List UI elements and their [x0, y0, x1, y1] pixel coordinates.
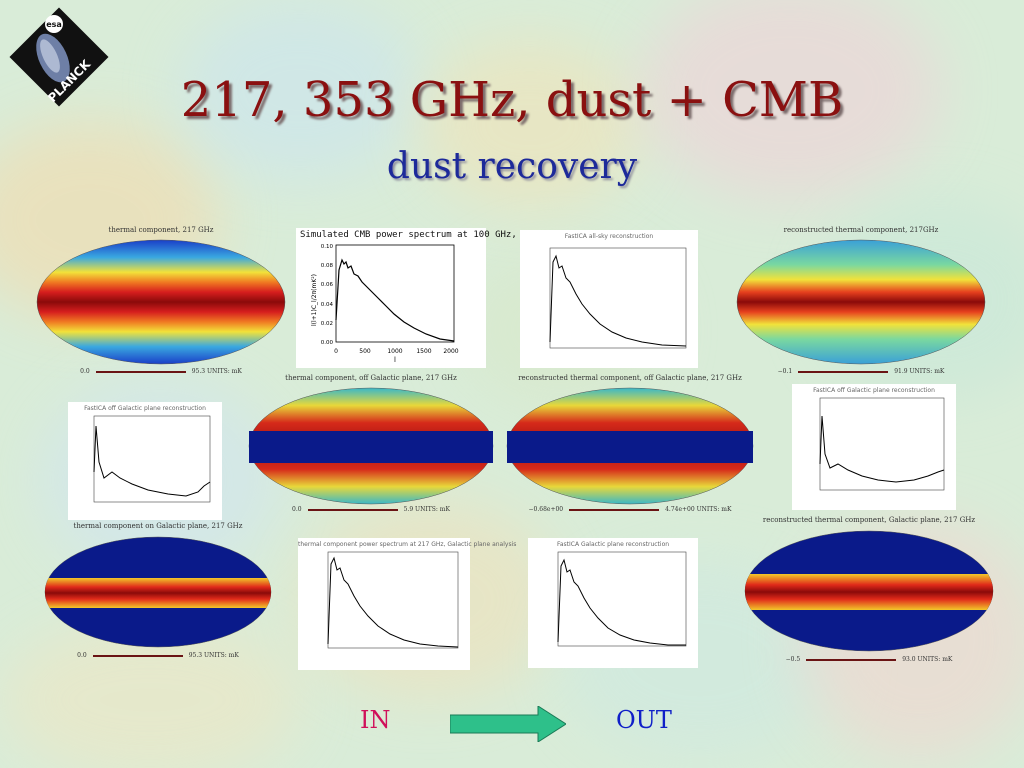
map-out-galactic-plane: reconstructed thermal component, Galacti… [742, 516, 996, 666]
plot-title: FastICA Galactic plane reconstruction [556, 541, 670, 548]
map-out-full-sky: reconstructed thermal component, 217GHz … [734, 226, 988, 378]
arrow-right-icon [450, 706, 566, 742]
svg-text:1000: 1000 [387, 348, 402, 355]
map-in-off-plane: thermal component, off Galactic plane, 2… [246, 374, 496, 514]
svg-text:1500: 1500 [416, 348, 431, 355]
svg-text:l: l [394, 356, 396, 364]
mollweide-map [506, 387, 754, 505]
plot-plane-in: thermal component power spectrum at 217 … [298, 538, 517, 670]
planck-logo: esa PLANCK [9, 7, 109, 107]
svg-text:0.08: 0.08 [321, 263, 334, 269]
map-scale: −0.1 91.9 UNITS: mK [777, 368, 945, 375]
svg-text:l(l+1)C_l/2π(mK²): l(l+1)C_l/2π(mK²) [311, 274, 318, 326]
spectrum-chart [93, 415, 211, 503]
spectrum-chart [819, 397, 945, 491]
map-scale: −0.68e+00 4.74e+00 UNITS: mK [528, 506, 732, 513]
spectrum-chart [327, 551, 459, 649]
plot-fastica-all-sky: FastICA all-sky reconstruction [520, 230, 698, 368]
map-in-full-sky: thermal component, 217 GHz 0.0 95.3 UNITS… [34, 226, 288, 378]
svg-text:500: 500 [359, 348, 371, 355]
mollweide-map [36, 239, 286, 365]
map-in-galactic-plane: thermal component on Galactic plane, 217… [42, 522, 274, 662]
map-scale: 0.0 5.9 UNITS: mK [292, 506, 450, 513]
slide-title: 217, 353 GHz, dust + CMB [180, 72, 844, 128]
spectrum-chart: l(l+1)C_l/2π(mK²) l 0 500 1000 1500 2000… [311, 244, 459, 364]
svg-text:2000: 2000 [443, 348, 458, 355]
legend-out-label: OUT [616, 706, 672, 734]
plot-off-plane-in: FastICA off Galactic plane reconstructio… [68, 402, 222, 520]
map-caption: thermal component, 217 GHz [108, 226, 214, 234]
mollweide-map [248, 387, 494, 505]
plot-plane-out: FastICA Galactic plane reconstruction [528, 538, 698, 668]
svg-text:0.06: 0.06 [321, 282, 334, 288]
map-scale: −0.5 93.0 UNITS: mK [785, 656, 953, 663]
svg-text:0.02: 0.02 [321, 321, 333, 327]
map-out-off-plane: reconstructed thermal component, off Gal… [504, 374, 756, 514]
map-caption: reconstructed thermal component, 217GHz [783, 226, 939, 234]
map-scale: 0.0 95.3 UNITS: mK [77, 652, 239, 659]
mollweide-map [736, 239, 986, 365]
mollweide-map [44, 536, 272, 648]
spectrum-chart [557, 551, 687, 647]
plot-title: Simulated CMB power spectrum at 100 GHz,… [300, 230, 615, 240]
map-caption: thermal component on Galactic plane, 217… [73, 522, 243, 530]
legend-in-label: IN [360, 706, 391, 734]
plot-off-plane-out: FastICA off Galactic plane reconstructio… [792, 384, 956, 510]
map-caption: reconstructed thermal component, off Gal… [518, 374, 742, 382]
plot-cmb-power-spectrum: Simulated CMB power spectrum at 100 GHz,… [296, 228, 614, 368]
svg-text:0.04: 0.04 [321, 302, 334, 308]
plot-title: FastICA all-sky reconstruction [564, 233, 654, 240]
svg-text:esa: esa [46, 20, 62, 29]
svg-text:0.10: 0.10 [321, 244, 334, 250]
map-caption: thermal component, off Galactic plane, 2… [285, 374, 457, 382]
spectrum-chart [549, 247, 687, 349]
svg-text:0: 0 [334, 348, 338, 355]
mollweide-map [744, 530, 994, 652]
svg-text:0.00: 0.00 [321, 340, 334, 346]
plot-title: FastICA off Galactic plane reconstructio… [84, 405, 206, 412]
plot-title: thermal component power spectrum at 217 … [298, 541, 517, 548]
map-scale: 0.0 95.3 UNITS: mK [80, 368, 242, 375]
slide-subtitle: dust recovery [386, 146, 638, 187]
map-caption: reconstructed thermal component, Galacti… [762, 516, 976, 524]
plot-title: FastICA off Galactic plane reconstructio… [813, 387, 935, 394]
